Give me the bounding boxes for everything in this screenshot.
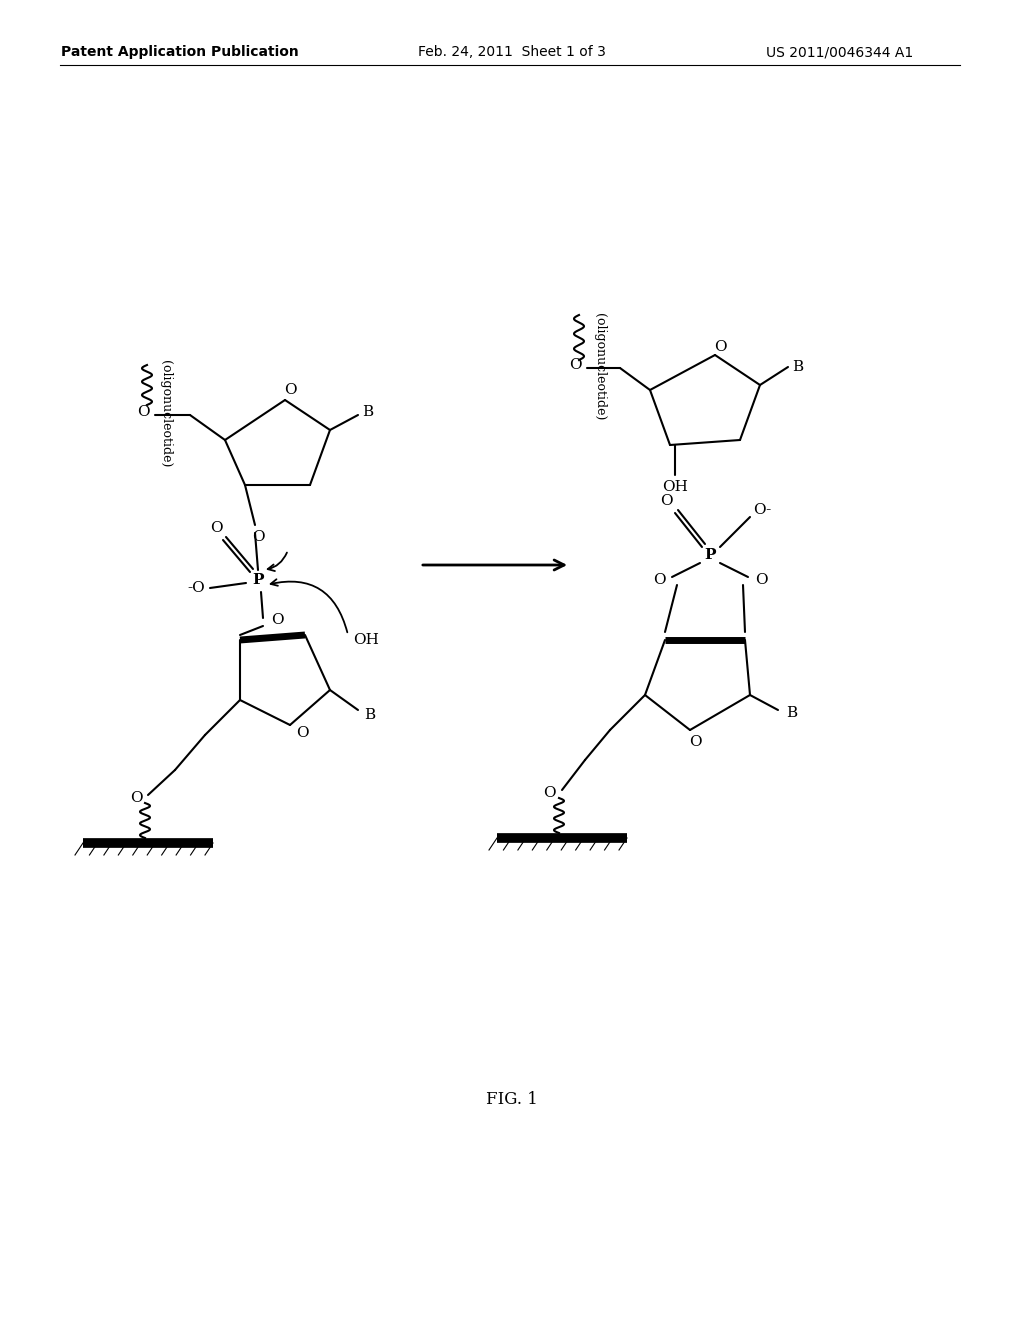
Text: (oligonucleotide): (oligonucleotide) <box>593 313 605 420</box>
Text: O: O <box>689 735 701 748</box>
Text: B: B <box>365 708 376 722</box>
Text: P: P <box>705 548 716 562</box>
Text: O: O <box>136 405 150 418</box>
Text: B: B <box>786 706 798 719</box>
Text: Patent Application Publication: Patent Application Publication <box>61 45 299 59</box>
Text: O: O <box>284 383 296 397</box>
Text: FIG. 1: FIG. 1 <box>486 1092 538 1109</box>
Text: O: O <box>252 531 264 544</box>
Text: (oligonucleotide): (oligonucleotide) <box>159 360 171 467</box>
Text: O: O <box>130 791 142 805</box>
Text: P: P <box>252 573 264 587</box>
Text: OH: OH <box>353 634 379 647</box>
Text: O: O <box>270 612 284 627</box>
Text: O: O <box>296 726 308 741</box>
Text: Feb. 24, 2011  Sheet 1 of 3: Feb. 24, 2011 Sheet 1 of 3 <box>418 45 606 59</box>
Text: O: O <box>714 341 726 354</box>
Text: B: B <box>793 360 804 374</box>
Text: -O: -O <box>187 581 205 595</box>
Text: O: O <box>652 573 666 587</box>
Text: O: O <box>755 573 767 587</box>
Text: O: O <box>543 785 555 800</box>
Text: O-: O- <box>753 503 771 517</box>
Text: B: B <box>362 405 374 418</box>
Text: US 2011/0046344 A1: US 2011/0046344 A1 <box>766 45 913 59</box>
Text: O: O <box>210 521 222 535</box>
Text: O: O <box>568 358 582 372</box>
Text: OH: OH <box>663 480 688 494</box>
Text: O: O <box>659 494 673 508</box>
